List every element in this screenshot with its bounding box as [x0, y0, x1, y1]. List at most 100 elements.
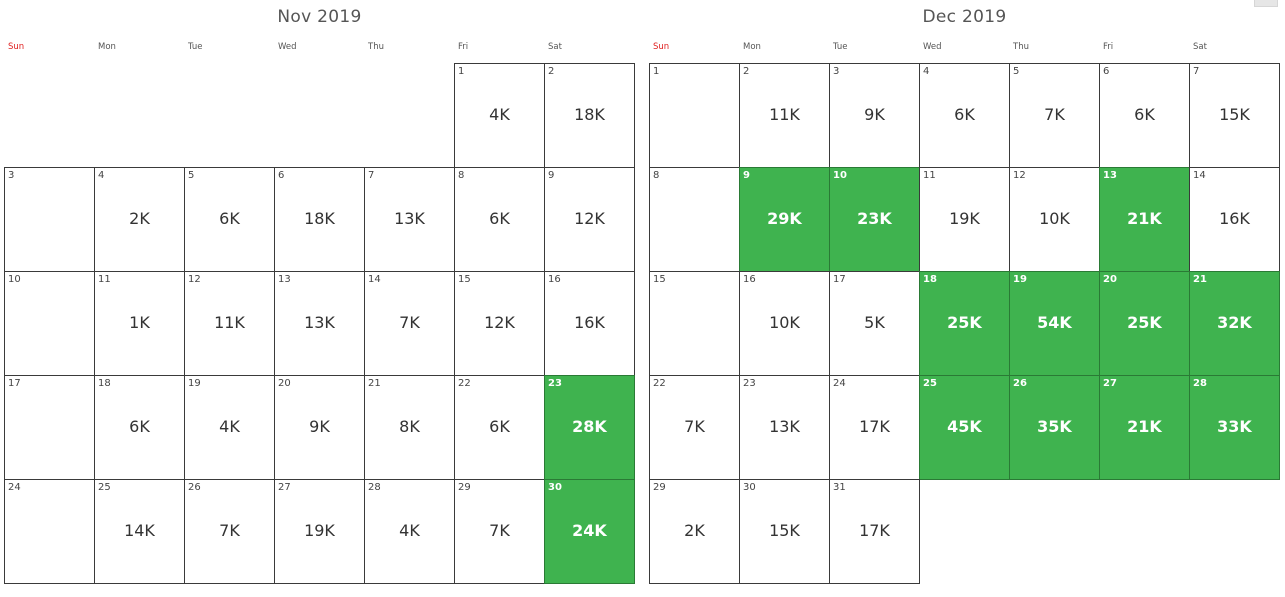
- day-cell-22[interactable]: 22 6K: [454, 375, 545, 480]
- day-cell-25[interactable]: 25 14K: [94, 479, 185, 584]
- day-value: 6K: [954, 105, 975, 124]
- day-cell-12[interactable]: 12 11K: [184, 271, 275, 376]
- day-cell-30[interactable]: 30 24K: [544, 479, 635, 584]
- day-cell-23[interactable]: 23 28K: [544, 375, 635, 480]
- day-cell-24[interactable]: 24: [4, 479, 95, 584]
- day-number: 21: [1193, 274, 1207, 285]
- day-cell-7[interactable]: 7 15K: [1189, 63, 1280, 168]
- day-cell-3[interactable]: 3 9K: [829, 63, 920, 168]
- day-cell-6[interactable]: 6 6K: [1099, 63, 1190, 168]
- day-value: 2K: [129, 209, 150, 228]
- day-cell-11[interactable]: 11 19K: [919, 167, 1010, 272]
- day-number: 29: [653, 482, 666, 493]
- day-cell-29[interactable]: 29 2K: [649, 479, 740, 584]
- day-cell-9[interactable]: 9 12K: [544, 167, 635, 272]
- day-cell-12[interactable]: 12 10K: [1009, 167, 1100, 272]
- day-value: 15K: [1219, 105, 1250, 124]
- day-value: 16K: [1219, 209, 1250, 228]
- day-cell-26[interactable]: 26 35K: [1009, 375, 1100, 480]
- day-cell-23[interactable]: 23 13K: [739, 375, 830, 480]
- day-number: 6: [1103, 66, 1110, 77]
- day-cell-19[interactable]: 19 4K: [184, 375, 275, 480]
- day-cell-13[interactable]: 13 21K: [1099, 167, 1190, 272]
- day-cell-5[interactable]: 5 6K: [184, 167, 275, 272]
- day-value: 32K: [1217, 313, 1252, 332]
- day-cell-18[interactable]: 18 6K: [94, 375, 185, 480]
- day-cell-21[interactable]: 21 32K: [1189, 271, 1280, 376]
- day-cell-4[interactable]: 4 6K: [919, 63, 1010, 168]
- day-number: 25: [98, 482, 111, 493]
- day-cell-14[interactable]: 14 16K: [1189, 167, 1280, 272]
- weekday-sat: Sat: [548, 42, 562, 52]
- weekday-sun: Sun: [653, 42, 670, 52]
- day-cell-18[interactable]: 18 25K: [919, 271, 1010, 376]
- day-cell-16[interactable]: 16 10K: [739, 271, 830, 376]
- day-value: 4K: [219, 417, 240, 436]
- weekday-mon: Mon: [98, 42, 116, 52]
- month-calendar-nov: Nov 2019 Sun Mon Tue Wed Thu Fri Sat 1 4K…: [4, 0, 635, 590]
- day-number: 20: [278, 378, 291, 389]
- day-cell-2[interactable]: 2 18K: [544, 63, 635, 168]
- day-number: 4: [98, 170, 105, 181]
- day-cell-28[interactable]: 28 4K: [364, 479, 455, 584]
- day-cell-24[interactable]: 24 17K: [829, 375, 920, 480]
- day-cell-8[interactable]: 8: [649, 167, 740, 272]
- day-number: 30: [743, 482, 756, 493]
- day-number: 30: [548, 482, 562, 493]
- day-cell-20[interactable]: 20 9K: [274, 375, 365, 480]
- day-number: 17: [833, 274, 846, 285]
- day-cell-14[interactable]: 14 7K: [364, 271, 455, 376]
- day-number: 11: [923, 170, 936, 181]
- day-number: 29: [458, 482, 471, 493]
- day-cell-21[interactable]: 21 8K: [364, 375, 455, 480]
- day-number: 25: [923, 378, 937, 389]
- day-value: 16K: [574, 313, 605, 332]
- day-value: 15K: [769, 521, 800, 540]
- day-cell-17[interactable]: 17: [4, 375, 95, 480]
- day-value: 10K: [769, 313, 800, 332]
- day-cell-6[interactable]: 6 18K: [274, 167, 365, 272]
- day-number: 3: [8, 170, 15, 181]
- day-cell-30[interactable]: 30 15K: [739, 479, 830, 584]
- day-cell-22[interactable]: 22 7K: [649, 375, 740, 480]
- day-cell-10[interactable]: 10 23K: [829, 167, 920, 272]
- day-cell-5[interactable]: 5 7K: [1009, 63, 1100, 168]
- day-cell-17[interactable]: 17 5K: [829, 271, 920, 376]
- day-cell-7[interactable]: 7 13K: [364, 167, 455, 272]
- day-cell-10[interactable]: 10: [4, 271, 95, 376]
- day-cell-26[interactable]: 26 7K: [184, 479, 275, 584]
- day-cell-20[interactable]: 20 25K: [1099, 271, 1190, 376]
- day-number: 2: [743, 66, 750, 77]
- day-cell-11[interactable]: 11 1K: [94, 271, 185, 376]
- day-value: 54K: [1037, 313, 1072, 332]
- day-cell-25[interactable]: 25 45K: [919, 375, 1010, 480]
- day-cell-4[interactable]: 4 2K: [94, 167, 185, 272]
- day-number: 15: [653, 274, 666, 285]
- day-cell-2[interactable]: 2 11K: [739, 63, 830, 168]
- day-cell-13[interactable]: 13 13K: [274, 271, 365, 376]
- day-cell-29[interactable]: 29 7K: [454, 479, 545, 584]
- day-number: 19: [1013, 274, 1027, 285]
- day-cell-15[interactable]: 15 12K: [454, 271, 545, 376]
- day-cell-27[interactable]: 27 21K: [1099, 375, 1190, 480]
- day-cell-27[interactable]: 27 19K: [274, 479, 365, 584]
- day-cell-16[interactable]: 16 16K: [544, 271, 635, 376]
- day-cell-1[interactable]: 1 4K: [454, 63, 545, 168]
- day-number: 14: [1193, 170, 1206, 181]
- day-cell-1[interactable]: 1: [649, 63, 740, 168]
- day-value: 7K: [1044, 105, 1065, 124]
- day-cell-19[interactable]: 19 54K: [1009, 271, 1100, 376]
- day-value: 14K: [124, 521, 155, 540]
- day-cell-28[interactable]: 28 33K: [1189, 375, 1280, 480]
- weekday-mon: Mon: [743, 42, 761, 52]
- day-value: 23K: [857, 209, 892, 228]
- day-cell-15[interactable]: 15: [649, 271, 740, 376]
- day-cell-8[interactable]: 8 6K: [454, 167, 545, 272]
- corner-button[interactable]: [1254, 0, 1278, 7]
- day-number: 9: [548, 170, 555, 181]
- day-cell-9[interactable]: 9 29K: [739, 167, 830, 272]
- day-number: 17: [8, 378, 21, 389]
- day-cell-3[interactable]: 3: [4, 167, 95, 272]
- day-cell-31[interactable]: 31 17K: [829, 479, 920, 584]
- day-value: 6K: [489, 209, 510, 228]
